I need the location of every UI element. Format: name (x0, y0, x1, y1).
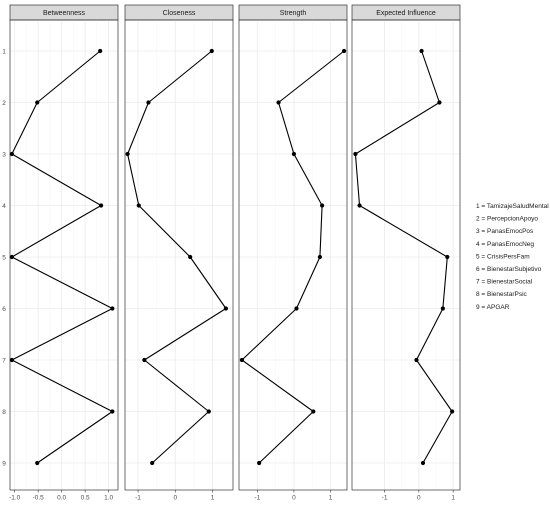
panel-title: Expected Influence (376, 10, 436, 17)
x-tick-label: 0 (417, 495, 421, 502)
x-tick-label: 0 (173, 495, 177, 502)
data-point-8 (110, 409, 115, 414)
data-point-5 (445, 254, 450, 260)
x-tick-label: 0.5 (81, 495, 90, 502)
data-point-2 (437, 100, 442, 105)
data-point-2 (146, 100, 151, 105)
panel-border (124, 19, 234, 491)
data-point-3 (353, 151, 358, 157)
panel-border (238, 19, 348, 491)
data-point-3 (9, 151, 14, 157)
data-point-6 (440, 306, 445, 311)
panel-expected-influence: Expected Influence -1 0 1 (351, 4, 461, 502)
data-point-1 (419, 48, 424, 54)
legend-entry-9: 9 = APGAR (476, 304, 510, 311)
data-point-9 (257, 460, 262, 466)
y-tick-label-6: 6 (2, 306, 6, 313)
data-point-1 (209, 48, 214, 54)
panel-border (9, 19, 119, 491)
data-point-1 (98, 48, 103, 54)
x-tick-label: 1 (451, 495, 455, 502)
data-point-5 (188, 254, 193, 260)
data-point-9 (150, 460, 155, 466)
x-tick-label: 0.0 (57, 495, 66, 502)
data-point-3 (291, 151, 297, 157)
data-point-6 (294, 306, 299, 311)
data-point-4 (320, 203, 325, 208)
data-point-8 (311, 409, 316, 414)
data-point-2 (35, 100, 40, 105)
y-tick-label-5: 5 (2, 254, 6, 261)
y-tick-label-9: 9 (2, 460, 6, 467)
data-point-9 (35, 460, 40, 466)
legend-entry-8: 8 = BienestarPsic (476, 291, 528, 298)
data-point-7 (239, 357, 245, 363)
data-point-8 (450, 409, 455, 414)
x-tick-label: -1 (382, 495, 388, 502)
y-axis-tick-labels: 1 2 3 4 5 6 7 8 9 (2, 48, 6, 467)
legend-entry-6: 6 = BienestarSubjetivo (476, 266, 542, 273)
x-tick-label: -1.0 (9, 495, 21, 502)
legend-entry-1: 1 = TamizajeSaludMental (476, 203, 549, 210)
data-point-4 (98, 203, 104, 208)
y-tick-label-7: 7 (2, 357, 6, 364)
data-point-6 (110, 306, 115, 311)
data-point-2 (276, 100, 281, 105)
legend-entry-7: 7 = BienestarSocial (476, 279, 533, 286)
y-tick-label-4: 4 (2, 203, 6, 210)
panel-betweenness: Betweenness -1.0 -0.5 0.0 0.5 1.0 (9, 4, 119, 502)
x-tick-label: 0 (292, 495, 296, 502)
x-tick-label: 1.0 (104, 495, 113, 502)
data-point-7 (414, 357, 419, 363)
data-point-3 (125, 151, 130, 157)
legend-entry-5: 5 = CrisisPersFam (476, 253, 530, 260)
data-point-8 (206, 409, 211, 414)
legend-entry-2: 2 = PercepcionApoyo (476, 216, 538, 223)
panel-title: Closeness (163, 10, 196, 17)
data-point-7 (9, 357, 14, 363)
x-tick-label: -1 (254, 495, 260, 502)
data-point-4 (357, 203, 362, 208)
x-tick-label: -1 (135, 495, 141, 502)
y-tick-label-2: 2 (2, 100, 6, 107)
x-tick-label: -0.5 (33, 495, 45, 502)
data-point-6 (223, 306, 229, 311)
y-tick-label-1: 1 (2, 48, 6, 55)
panel-title: Betweenness (43, 10, 86, 17)
y-tick-label-8: 8 (2, 409, 6, 416)
legend: 1 = TamizajeSaludMental 2 = PercepcionApo… (476, 203, 549, 311)
x-tick-label: 1 (211, 495, 215, 502)
panel-closeness: Closeness -1 0 1 (124, 4, 234, 502)
data-point-7 (142, 357, 147, 363)
data-point-1 (341, 48, 347, 54)
panel-border (351, 19, 461, 491)
legend-entry-4: 4 = PanasEmocNeg (476, 241, 534, 248)
legend-entry-3: 3 = PanasEmocPos (476, 228, 534, 235)
y-tick-label-3: 3 (2, 151, 6, 158)
panel-strength: Strength -1 0 1 (238, 4, 348, 502)
data-point-4 (136, 203, 141, 208)
panel-title: Strength (280, 10, 307, 17)
data-point-9 (420, 460, 426, 466)
data-point-5 (317, 254, 323, 260)
x-tick-label: 1 (329, 495, 333, 502)
data-point-5 (9, 254, 14, 260)
